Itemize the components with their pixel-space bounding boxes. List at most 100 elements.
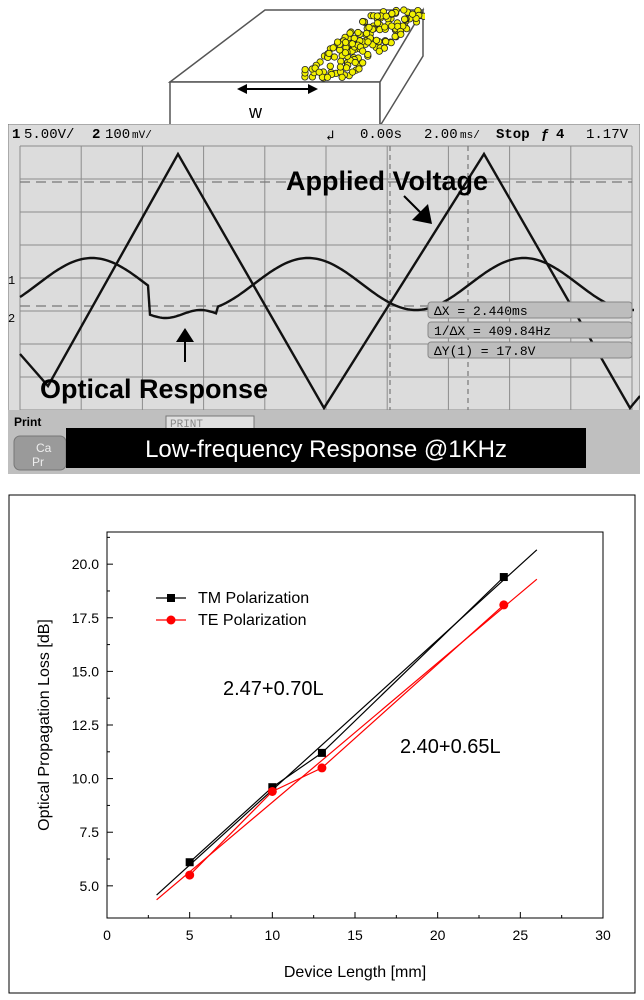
particle [346,29,354,37]
particle [325,49,333,58]
x-tick-label: 25 [513,927,529,943]
series-line-tm [189,576,505,863]
tm-data-point [317,748,326,757]
particle [341,49,349,57]
particle [388,22,396,30]
data-points [185,573,509,880]
ch1-scale: 5.00V/ [24,127,74,143]
inv-delta-x-box [427,321,633,339]
x-tick-label: 30 [595,927,611,943]
trigger-channel: 4 [556,127,564,143]
applied-voltage-arrow [403,195,432,224]
te-fit-label: 2.40+0.65L [400,736,501,758]
particle [342,38,350,47]
ch1-ground-marker: 1 [8,274,15,288]
time-scale: 2.00 [424,127,458,143]
x-tick-label: 15 [347,927,363,943]
x-tick-label: 5 [186,927,194,943]
legend-marker-circle [166,615,176,625]
y-axis-label: Optical Propagation Loss [dB] [36,619,53,831]
tm-fit-label: 2.47+0.70L [223,678,324,700]
run-status: Stop [496,127,530,143]
trigger-marker-icon: ↲ [326,129,334,145]
legend-label: TM Polarization [198,590,309,607]
x-tick-label: 20 [430,927,446,943]
particle [359,18,367,26]
legend-marker-square [167,594,175,602]
ch2-unit: mV/ [132,130,152,142]
scope-header: 1 5.00V/ 2 100 mV/ ↲ 0.00s 2.00 ms/ Stop… [12,127,629,145]
applied-voltage-trace [19,151,640,411]
particle [382,37,390,46]
particle [351,58,359,67]
particle [363,29,371,38]
delta-x-box [427,301,633,319]
measurement-panel: ΔX = 2.440ms 1/ΔX = 409.84Hz ΔY(1) = 17.… [427,301,633,359]
particle [355,65,363,73]
trigger-edge-icon: ƒ [541,127,549,143]
width-label: w [248,102,263,122]
particle [359,47,367,55]
particle [372,36,381,44]
particle [409,10,417,18]
banner-background [66,428,586,468]
particle [315,68,323,76]
optical-response-trace [19,256,634,320]
device-illustration: w [167,6,425,128]
tm-data-point [499,573,508,582]
particle [323,73,332,81]
series-line-te [189,604,505,876]
particle [374,19,382,27]
x-tick-label: 10 [265,927,281,943]
applied-voltage-label: Applied Voltage [286,166,488,196]
y-axis-ticks: 5.0 7.5 10.0 12.5 15.0 17.5 20.0 [72,536,113,894]
particle [348,68,357,76]
particle [400,6,408,14]
time-offset: 0.00s [360,127,402,143]
particle [397,30,405,38]
cancel-softkey-label-2: Pr [32,455,44,469]
legend: TM Polarization TE Polarization [156,590,309,629]
fit-line-tm [156,549,538,896]
particle [329,44,337,52]
particle [401,15,409,23]
particle [354,28,362,37]
cancel-softkey-label: Ca [36,441,52,455]
particle [336,63,344,71]
trigger-level: 1.17V [586,127,629,143]
y-tick-label: 20.0 [72,556,99,572]
particle [334,38,342,46]
y-tick-label: 15.0 [72,663,99,679]
particle [364,50,372,59]
inv-delta-x-readout: 1/ΔX = 409.84Hz [434,324,551,339]
particle [342,64,351,72]
y-tick-label: 5.0 [80,878,100,894]
width-arrow [237,84,318,94]
print-label: Print [14,415,41,429]
te-data-point [317,763,327,773]
te-data-point [499,600,509,610]
particle [348,40,356,48]
delta-y-box [427,341,633,359]
particle [365,23,373,31]
particle [301,66,309,74]
tm-data-point [185,858,194,867]
particle [364,38,372,46]
particle [375,47,383,55]
te-data-point [267,786,277,796]
device-side-face [379,7,424,128]
particle [373,12,381,20]
x-axis-ticks: 0 5 10 15 20 25 30 [103,912,611,943]
particle [382,12,390,20]
particle [388,10,396,18]
ch1-number: 1 [12,127,20,143]
x-axis-label: Device Length [mm] [284,964,426,981]
te-data-point [185,870,195,880]
y-tick-label: 17.5 [72,610,99,626]
time-unit: ms/ [460,130,480,142]
particle-strip [301,6,425,82]
y-tick-label: 10.0 [72,771,99,787]
ch2-scale: 100 [105,127,130,143]
delta-y-readout: ΔY(1) = 17.8V [434,344,536,359]
y-tick-label: 7.5 [80,824,100,840]
